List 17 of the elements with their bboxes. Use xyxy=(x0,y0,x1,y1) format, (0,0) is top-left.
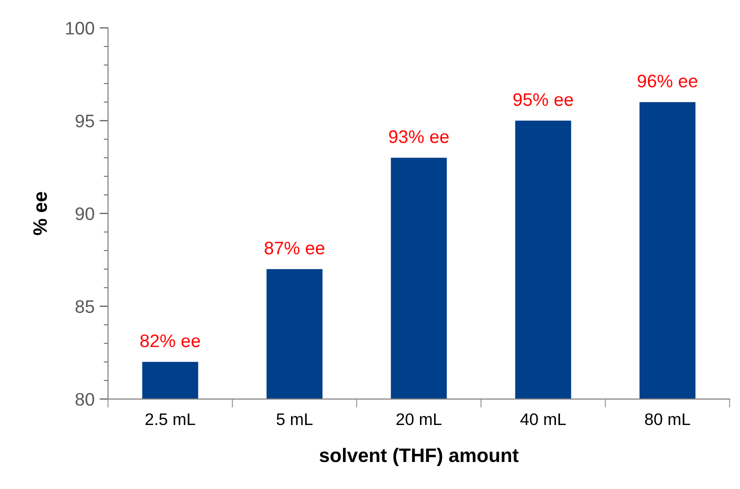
x-tick-label: 2.5 mL xyxy=(146,413,196,426)
data-label: 87% ee xyxy=(264,242,324,254)
y-tick-label: 80 xyxy=(76,392,94,406)
x-axis-title: solvent (THF) amount xyxy=(320,448,519,466)
y-tick-label: 95 xyxy=(76,114,94,128)
data-label: 93% ee xyxy=(389,130,449,144)
x-tick-label: 5 mL xyxy=(276,414,312,426)
y-tick-label: 90 xyxy=(76,207,94,220)
x-tick-label: 20 mL xyxy=(396,413,442,426)
data-label: 95% ee xyxy=(513,93,573,106)
data-label: 96% ee xyxy=(638,74,698,88)
data-label: 82% ee xyxy=(140,334,200,348)
x-tick-label: 80 mL xyxy=(645,413,690,426)
y-axis-title: % ee xyxy=(33,192,47,236)
y-tick-label: 100 xyxy=(66,22,94,35)
y-tick-label: 85 xyxy=(76,300,94,313)
x-tick-label: 40 mL xyxy=(520,413,566,426)
